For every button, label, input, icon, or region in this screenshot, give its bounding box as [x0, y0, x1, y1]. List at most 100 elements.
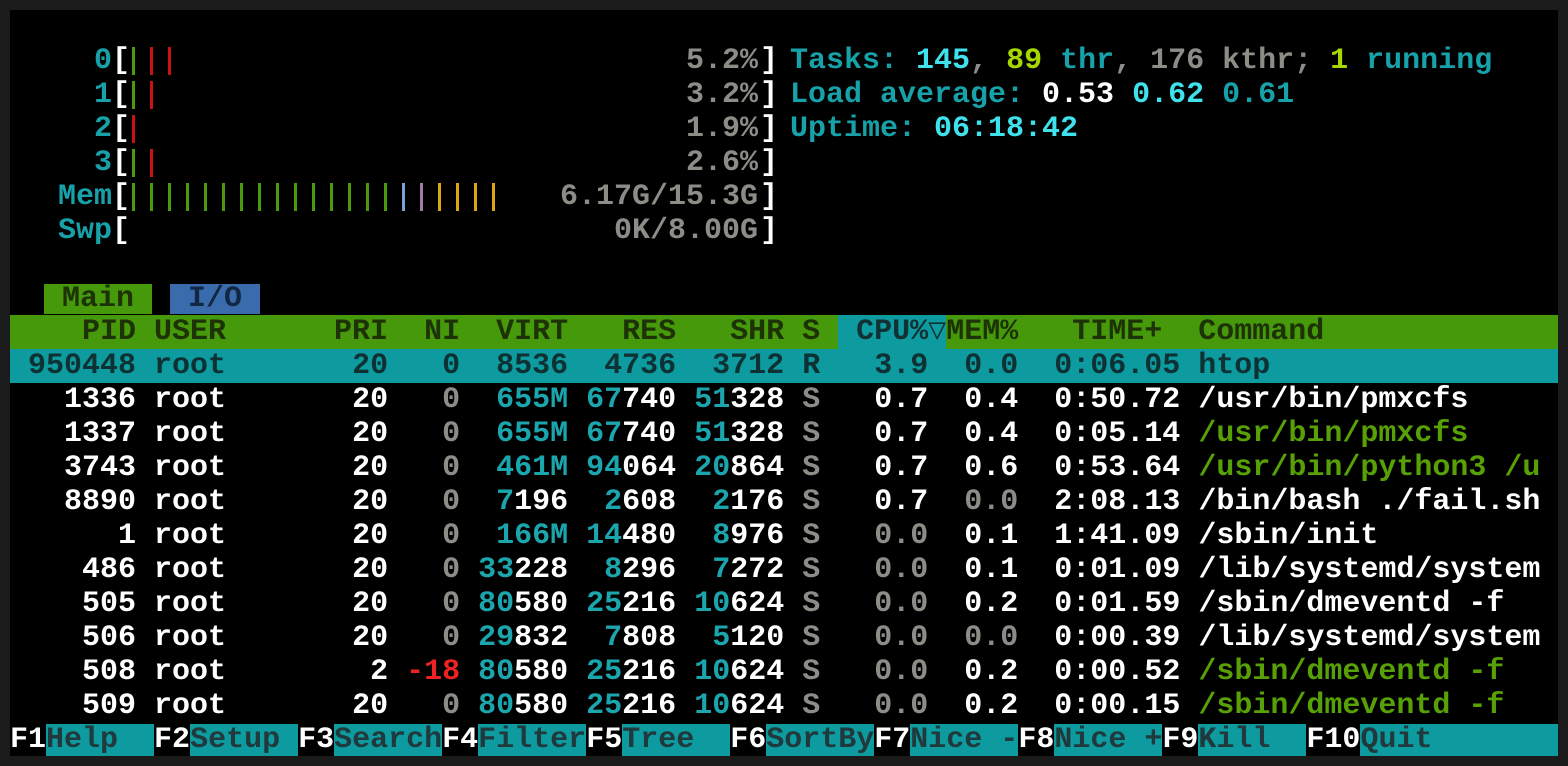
meter-bar-g	[132, 183, 136, 211]
pad	[460, 553, 478, 587]
cell-res: 216	[622, 587, 677, 621]
pad	[676, 587, 694, 621]
cell-command: /lib/systemd/system	[1180, 621, 1541, 655]
cell-command: /usr/bin/pmxcfs	[1180, 417, 1469, 451]
cell-ni: 0	[406, 383, 461, 417]
meter-panel: 0[5.2%] 1[3.2%] 2[1.9%] 3[2.6%] Mem[6.17…	[22, 44, 778, 248]
meter-bar-r	[150, 149, 154, 177]
cell-res: 216	[622, 655, 677, 689]
cell-mem-percent: 0.4	[928, 383, 1019, 417]
cell-state: S	[784, 519, 821, 553]
cell-user: root	[154, 587, 335, 621]
pad	[568, 519, 586, 553]
cell-state: S	[784, 553, 821, 587]
process-row-505[interactable]: 505 root 20 0 80580 25216 10624 S 0.0 0.…	[10, 587, 1558, 621]
cell-shr: 51	[694, 417, 731, 451]
cell-ni: 0	[406, 451, 461, 485]
cell-shr: 10	[694, 587, 731, 621]
pad	[568, 485, 604, 519]
process-row-8890[interactable]: 8890 root 20 0 7196 2608 2176 S 0.7 0.0 …	[10, 485, 1558, 519]
fkey-key: F6	[730, 723, 767, 756]
process-row-950448[interactable]: 950448 root 20 0 8536 4736 3712 R 3.9 0.…	[10, 349, 1558, 383]
function-key-bar: F1 Help F2 Setup F3 Search F4 Filter F5 Tree F6…	[10, 724, 1558, 756]
meter-bar-r	[168, 47, 172, 75]
process-row-1336[interactable]: 1336 root 20 0 655M 67740 51328 S 0.7 0.…	[10, 383, 1558, 417]
pad	[460, 655, 478, 689]
fkey-nice[interactable]: F8 Nice +	[1018, 724, 1163, 756]
process-row-1337[interactable]: 1337 root 20 0 655M 67740 51328 S 0.7 0.…	[10, 417, 1558, 451]
process-row-3743[interactable]: 3743 root 20 0 461M 94064 20864 S 0.7 0.…	[10, 451, 1558, 485]
cell-user: root	[154, 519, 335, 553]
fkey-search[interactable]: F3 Search	[298, 724, 443, 756]
fkey-tree[interactable]: F5 Tree	[586, 724, 731, 756]
cell-command: /lib/systemd/system	[1180, 553, 1541, 587]
cell-time: 0:05.14	[1018, 417, 1181, 451]
cell-user: root	[154, 655, 335, 689]
fkey-help[interactable]: F1 Help	[10, 723, 155, 756]
cell-time: 0:01.09	[1018, 553, 1181, 587]
cell-shr: 272	[730, 553, 785, 587]
fkey-quit[interactable]: F10 Quit	[1306, 724, 1558, 756]
meter-bracket-close: ]	[760, 112, 779, 146]
meter-2: 2[1.9%]	[22, 112, 778, 146]
cell-shr: 120	[730, 621, 785, 655]
cell-user: root	[154, 451, 335, 485]
cell-shr: 328	[730, 417, 785, 451]
process-row-1[interactable]: 1 root 20 0 166M 14480 8976 S 0.0 0.1 1:…	[10, 519, 1558, 553]
process-row-508[interactable]: 508 root 2 -18 80580 25216 10624 S 0.0 0…	[10, 655, 1558, 689]
meter-label: 3	[22, 146, 113, 180]
cell-mem-percent: 0.6	[928, 451, 1019, 485]
meter-label: 2	[22, 112, 113, 146]
cell-state: S	[784, 655, 821, 689]
cell-ni: 0	[406, 417, 461, 451]
fkey-label: Filter	[478, 723, 587, 756]
process-row-506[interactable]: 506 root 20 0 29832 7808 5120 S 0.0 0.0 …	[10, 621, 1558, 655]
cell-cpu-percent: 0.0	[820, 587, 929, 621]
cell-pid: 506	[10, 621, 155, 655]
fkey-setup[interactable]: F2 Setup	[154, 724, 299, 756]
cell-mem-percent: 0.1	[928, 553, 1019, 587]
process-row-509[interactable]: 509 root 20 0 80580 25216 10624 S 0.0 0.…	[10, 689, 1558, 723]
fkey-key: F4	[442, 723, 479, 756]
cell-virt: 80	[478, 587, 515, 621]
fkey-nice[interactable]: F7 Nice -	[874, 724, 1019, 756]
cell-mem-percent: 0.0	[928, 485, 1019, 519]
cell-time: 0:53.64	[1018, 451, 1181, 485]
fkey-sortby[interactable]: F6 SortBy	[730, 723, 875, 756]
cell-ni: 0	[406, 587, 461, 621]
cell-ni: -18	[406, 655, 461, 689]
cell-time: 0:00.15	[1018, 689, 1181, 723]
process-table-header[interactable]: PID USER PRI NI VIRT RES SHR S CPU%▽MEM%…	[10, 315, 1558, 349]
cell-res: 480	[622, 519, 677, 553]
fkey-key: F1	[10, 723, 47, 756]
meter-bar-r	[132, 115, 136, 143]
meter-bar-g	[186, 183, 190, 211]
fkey-filter[interactable]: F4 Filter	[442, 723, 587, 756]
cell-virt: 8536	[496, 349, 569, 383]
cell-pid: 3743	[10, 451, 155, 485]
cell-shr: 864	[730, 451, 785, 485]
meter-bar-g	[330, 183, 334, 211]
tab-main[interactable]: Main	[44, 284, 153, 314]
cell-virt: 7	[496, 485, 515, 519]
cell-ni: 0	[406, 553, 461, 587]
pad	[460, 587, 478, 621]
cell-res: 8	[604, 553, 623, 587]
cell-virt: 655M	[496, 383, 569, 417]
process-row-486[interactable]: 486 root 20 0 33228 8296 7272 S 0.0 0.1 …	[10, 553, 1558, 587]
cell-virt: 832	[514, 621, 569, 655]
cell-mem-percent: 0.4	[928, 417, 1019, 451]
header-sort-column-cpu[interactable]: CPU%▽	[838, 315, 947, 349]
tab-io[interactable]: I/O	[170, 284, 261, 314]
cell-pid: 1336	[10, 383, 155, 417]
cell-cpu-percent: 0.7	[820, 485, 929, 519]
fkey-kill[interactable]: F9 Kill	[1162, 724, 1307, 756]
cell-virt: 80	[478, 655, 515, 689]
header-columns-right[interactable]: MEM% TIME+ Command	[946, 315, 1325, 349]
info-segment: Uptime:	[790, 112, 935, 146]
pad	[460, 621, 478, 655]
cell-cpu-percent: 0.7	[820, 383, 929, 417]
screen-tabs: Main I/O	[44, 282, 278, 314]
header-columns-left[interactable]: PID USER PRI NI VIRT RES SHR S	[10, 315, 839, 349]
cell-state: S	[784, 621, 821, 655]
